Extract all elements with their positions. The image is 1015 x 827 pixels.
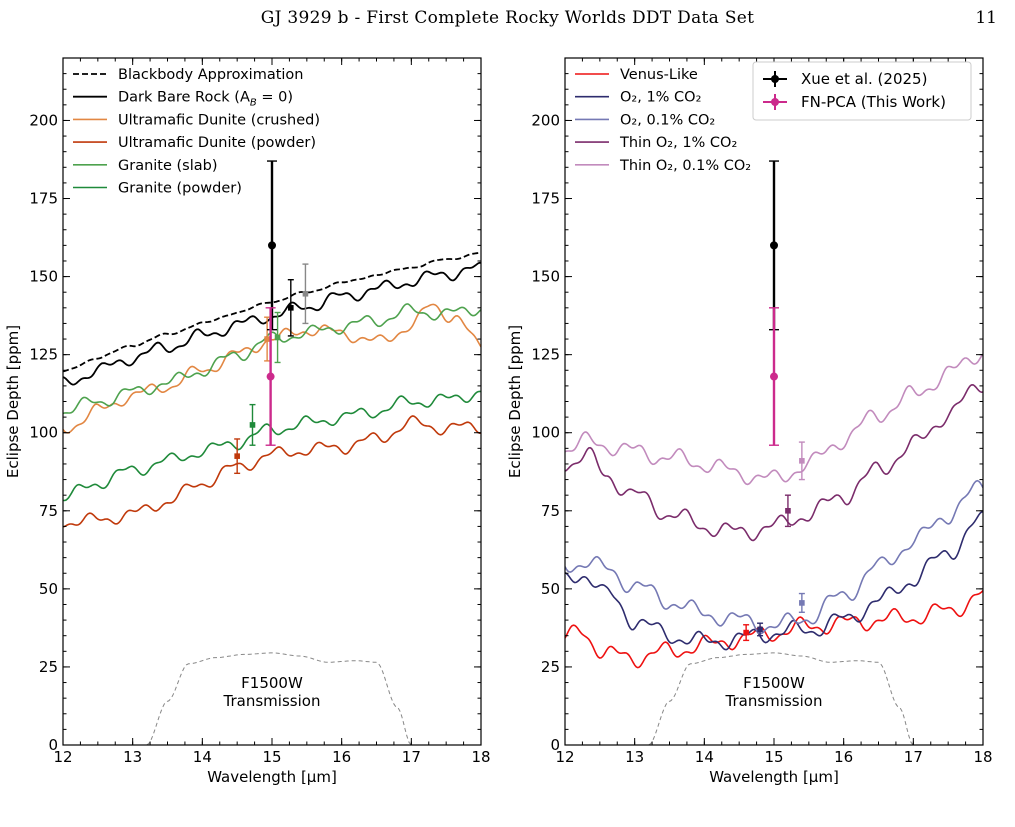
legend-entry: Thin O₂, 1% CO₂ [619, 135, 737, 151]
data-point [743, 629, 749, 636]
series-line [565, 383, 983, 542]
y-axis-label: Eclipse Depth [ppm] [4, 325, 22, 478]
data-point [274, 334, 281, 341]
y-tick-label: 200 [531, 111, 560, 129]
y-tick-label: 175 [531, 190, 560, 208]
series-line [565, 353, 983, 486]
legend-entry: Granite (slab) [118, 158, 218, 174]
y-tick-label: 100 [531, 424, 560, 442]
y-tick-label: 50 [541, 580, 560, 598]
y-tick-label: 0 [550, 736, 560, 754]
y-tick-label: 125 [531, 346, 560, 364]
page-header: GJ 3929 b - First Complete Rocky Worlds … [0, 8, 1015, 38]
y-tick-label: 0 [48, 736, 58, 754]
x-tick-label: 14 [695, 748, 714, 766]
data-point [234, 453, 240, 459]
x-tick-label: 16 [332, 748, 351, 766]
data-point [799, 458, 805, 464]
legend-entry: Thin O₂, 0.1% CO₂ [619, 158, 751, 174]
x-tick-label: 15 [262, 748, 281, 766]
data-point [288, 305, 294, 311]
series-line [146, 652, 412, 745]
y-tick-label: 200 [29, 111, 58, 129]
x-axis-label: Wavelength [μm] [207, 768, 337, 786]
y-axis-label: Eclipse Depth [ppm] [506, 325, 524, 478]
x-tick-label: 16 [834, 748, 853, 766]
y-tick-label: 25 [541, 658, 560, 676]
legend-entry: Dark Bare Rock (AB = 0) [118, 90, 293, 109]
legend-entry: Granite (powder) [118, 181, 242, 197]
series-line [63, 390, 481, 502]
x-axis-label: Wavelength [μm] [709, 768, 839, 786]
y-tick-label: 50 [39, 580, 58, 598]
series-line [648, 652, 914, 745]
x-tick-label: 17 [904, 748, 923, 766]
data-point [770, 241, 778, 250]
page-number: 11 [975, 8, 997, 28]
series-line [63, 303, 481, 415]
filter-label: Transmission [725, 692, 823, 710]
legend-marker [771, 98, 779, 106]
series-line [565, 511, 983, 651]
data-point [264, 336, 270, 342]
x-tick-label: 18 [471, 748, 490, 766]
filter-label: F1500W [743, 674, 805, 692]
x-tick-label: 12 [555, 748, 574, 766]
legend-entry: Blackbody Approximation [118, 67, 304, 83]
x-tick-label: 14 [193, 748, 212, 766]
filter-label: Transmission [223, 692, 321, 710]
data-point [266, 372, 275, 381]
y-tick-label: 75 [39, 502, 58, 520]
legend-entry: FN-PCA (This Work) [801, 93, 946, 111]
legend-entry: O₂, 1% CO₂ [620, 90, 701, 106]
y-tick-label: 25 [39, 658, 58, 676]
data-point [757, 626, 763, 633]
y-tick-label: 175 [29, 190, 58, 208]
legend-marker [771, 75, 779, 83]
legend-entry: Venus-Like [620, 67, 698, 83]
legend-entry: Xue et al. (2025) [801, 70, 927, 88]
data-point [785, 507, 791, 514]
legend-entry: Ultramafic Dunite (crushed) [118, 112, 320, 128]
data-point [799, 600, 805, 606]
data-point [268, 241, 276, 250]
filter-label: F1500W [241, 674, 303, 692]
y-tick-label: 150 [531, 268, 560, 286]
y-tick-label: 125 [29, 346, 58, 364]
data-point [770, 372, 778, 381]
series-line [565, 590, 983, 669]
legend-entry: Ultramafic Dunite (powder) [118, 135, 316, 151]
data-point [249, 422, 256, 428]
y-tick-label: 150 [29, 268, 58, 286]
x-tick-label: 12 [53, 748, 72, 766]
series-line [63, 251, 481, 373]
x-tick-label: 13 [123, 748, 142, 766]
x-tick-label: 18 [973, 748, 992, 766]
x-tick-label: 15 [764, 748, 783, 766]
series-line [63, 415, 481, 528]
data-legend-box [752, 61, 972, 121]
y-tick-label: 75 [541, 502, 560, 520]
running-title: GJ 3929 b - First Complete Rocky Worlds … [260, 8, 755, 28]
x-tick-label: 17 [402, 748, 421, 766]
series-line [565, 479, 983, 635]
legend-entry: O₂, 0.1% CO₂ [620, 112, 715, 128]
series-line [63, 303, 481, 434]
x-tick-label: 13 [625, 748, 644, 766]
y-tick-label: 100 [29, 424, 58, 442]
data-point [302, 290, 309, 297]
